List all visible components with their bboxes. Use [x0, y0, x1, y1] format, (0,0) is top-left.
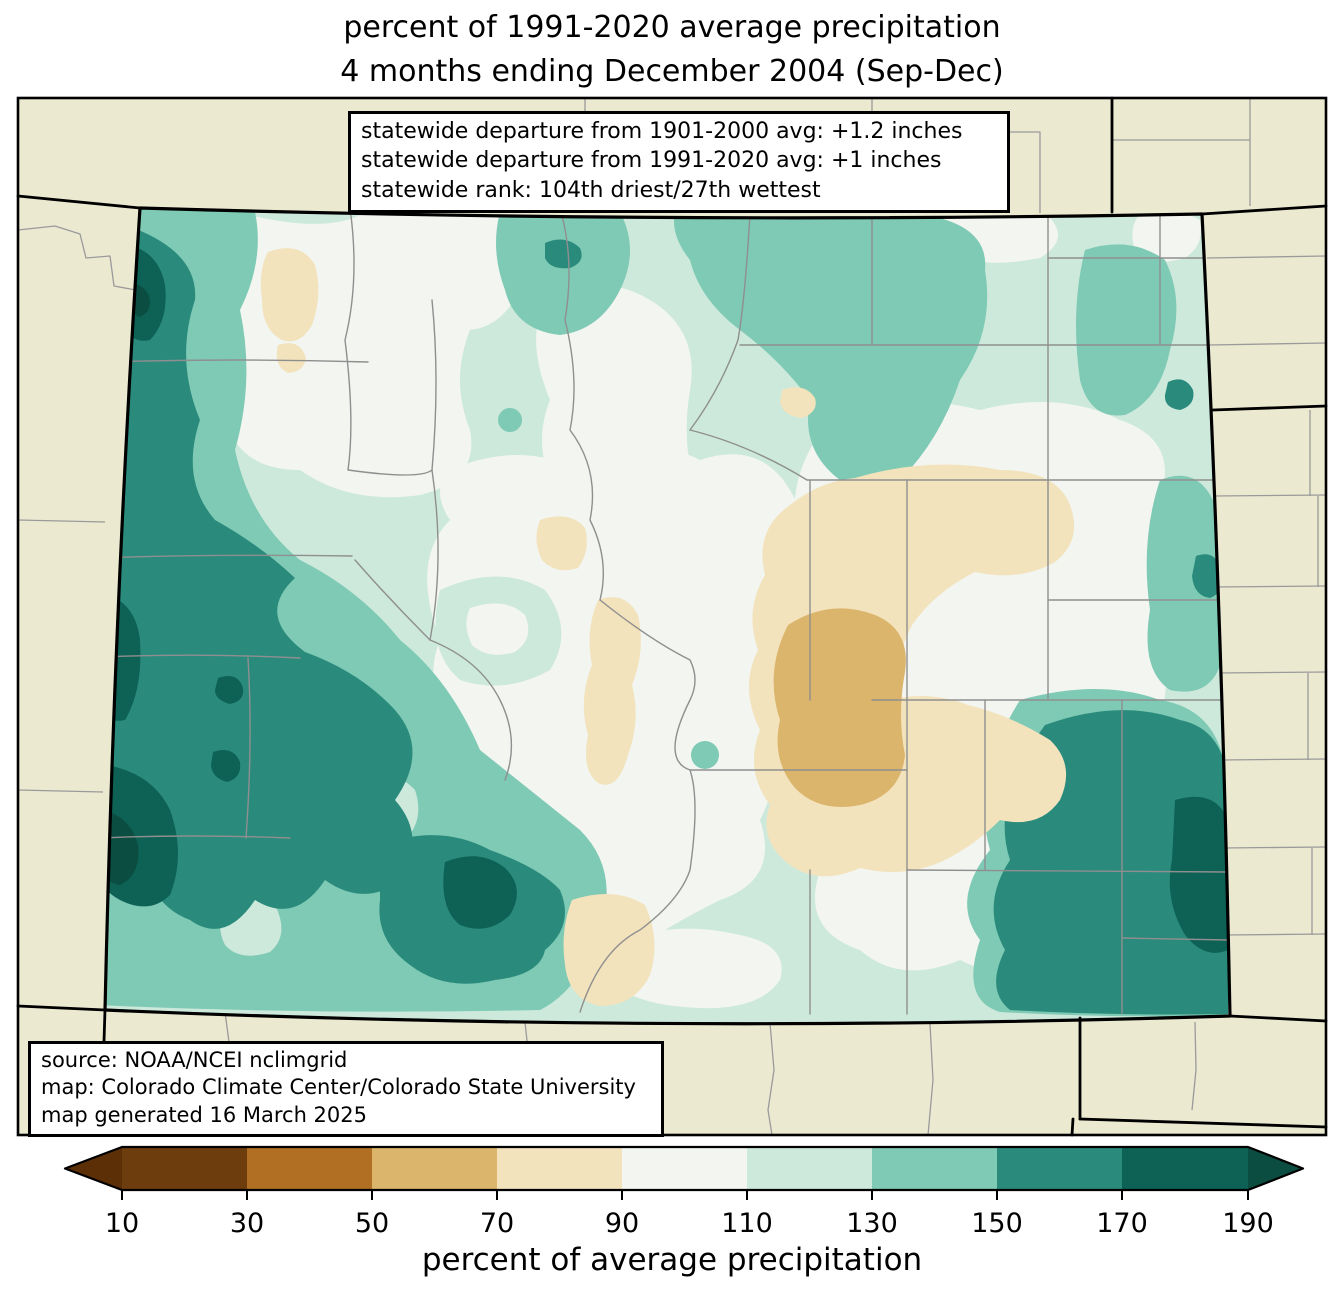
colorbar-tick-label: 130	[846, 1208, 898, 1239]
colorado-state-border	[103, 206, 1232, 1026]
colorbar-tick-label: 10	[105, 1208, 139, 1239]
colorbar-tick-labels: 10 30 50 70 90 110 130 150 170 190	[105, 1208, 1274, 1239]
stats-line-rank: statewide rank: 104th driest/27th wettes…	[361, 177, 821, 203]
colorbar: 10 30 50 70 90 110 130 150 170 190	[63, 1145, 1305, 1239]
colorbar-segments	[65, 1147, 1303, 1190]
colorbar-tick-label: 170	[1096, 1208, 1148, 1239]
contour-level-50-70	[773, 608, 906, 807]
colorbar-ticks	[121, 1190, 1249, 1200]
page-title-line2: 4 months ending December 2004 (Sep-Dec)	[340, 54, 1004, 89]
colorbar-tick-label: 110	[721, 1208, 773, 1239]
source-line: source: NOAA/NCEI nclimgrid	[41, 1048, 348, 1072]
neighbor-state-borders	[16, 96, 1328, 1137]
source-box: source: NOAA/NCEI nclimgrid map: Colorad…	[28, 1041, 664, 1137]
map-credit-line: map: Colorado Climate Center/Colorado St…	[41, 1075, 636, 1100]
colorbar-tick-label: 190	[1222, 1208, 1274, 1239]
colorbar-tick-label: 30	[230, 1208, 264, 1239]
colorbar-under-arrow	[65, 1147, 122, 1190]
precip-contour-fills	[105, 208, 1230, 1024]
colorado-county-lines	[105, 208, 1230, 1015]
colorbar-tick-label: 50	[355, 1208, 389, 1239]
colorbar-tick-label: 150	[971, 1208, 1023, 1239]
axes-frame	[16, 96, 1328, 1137]
statistics-box: statewide departure from 1901-2000 avg: …	[348, 111, 1010, 213]
stats-line-departure-1991: statewide departure from 1991-2020 avg: …	[361, 148, 942, 174]
colorbar-tick-label: 90	[605, 1208, 639, 1239]
stats-line-departure-1901: statewide departure from 1901-2000 avg: …	[361, 119, 963, 144]
colorbar-tick-label: 70	[480, 1208, 514, 1239]
colorbar-over-arrow	[1248, 1147, 1303, 1190]
generated-date-line: map generated 16 March 2025	[41, 1102, 368, 1127]
colorbar-axis-label: percent of average precipitation	[421, 1242, 923, 1278]
page-title-line1: percent of 1991-2020 average precipitati…	[343, 10, 1001, 45]
